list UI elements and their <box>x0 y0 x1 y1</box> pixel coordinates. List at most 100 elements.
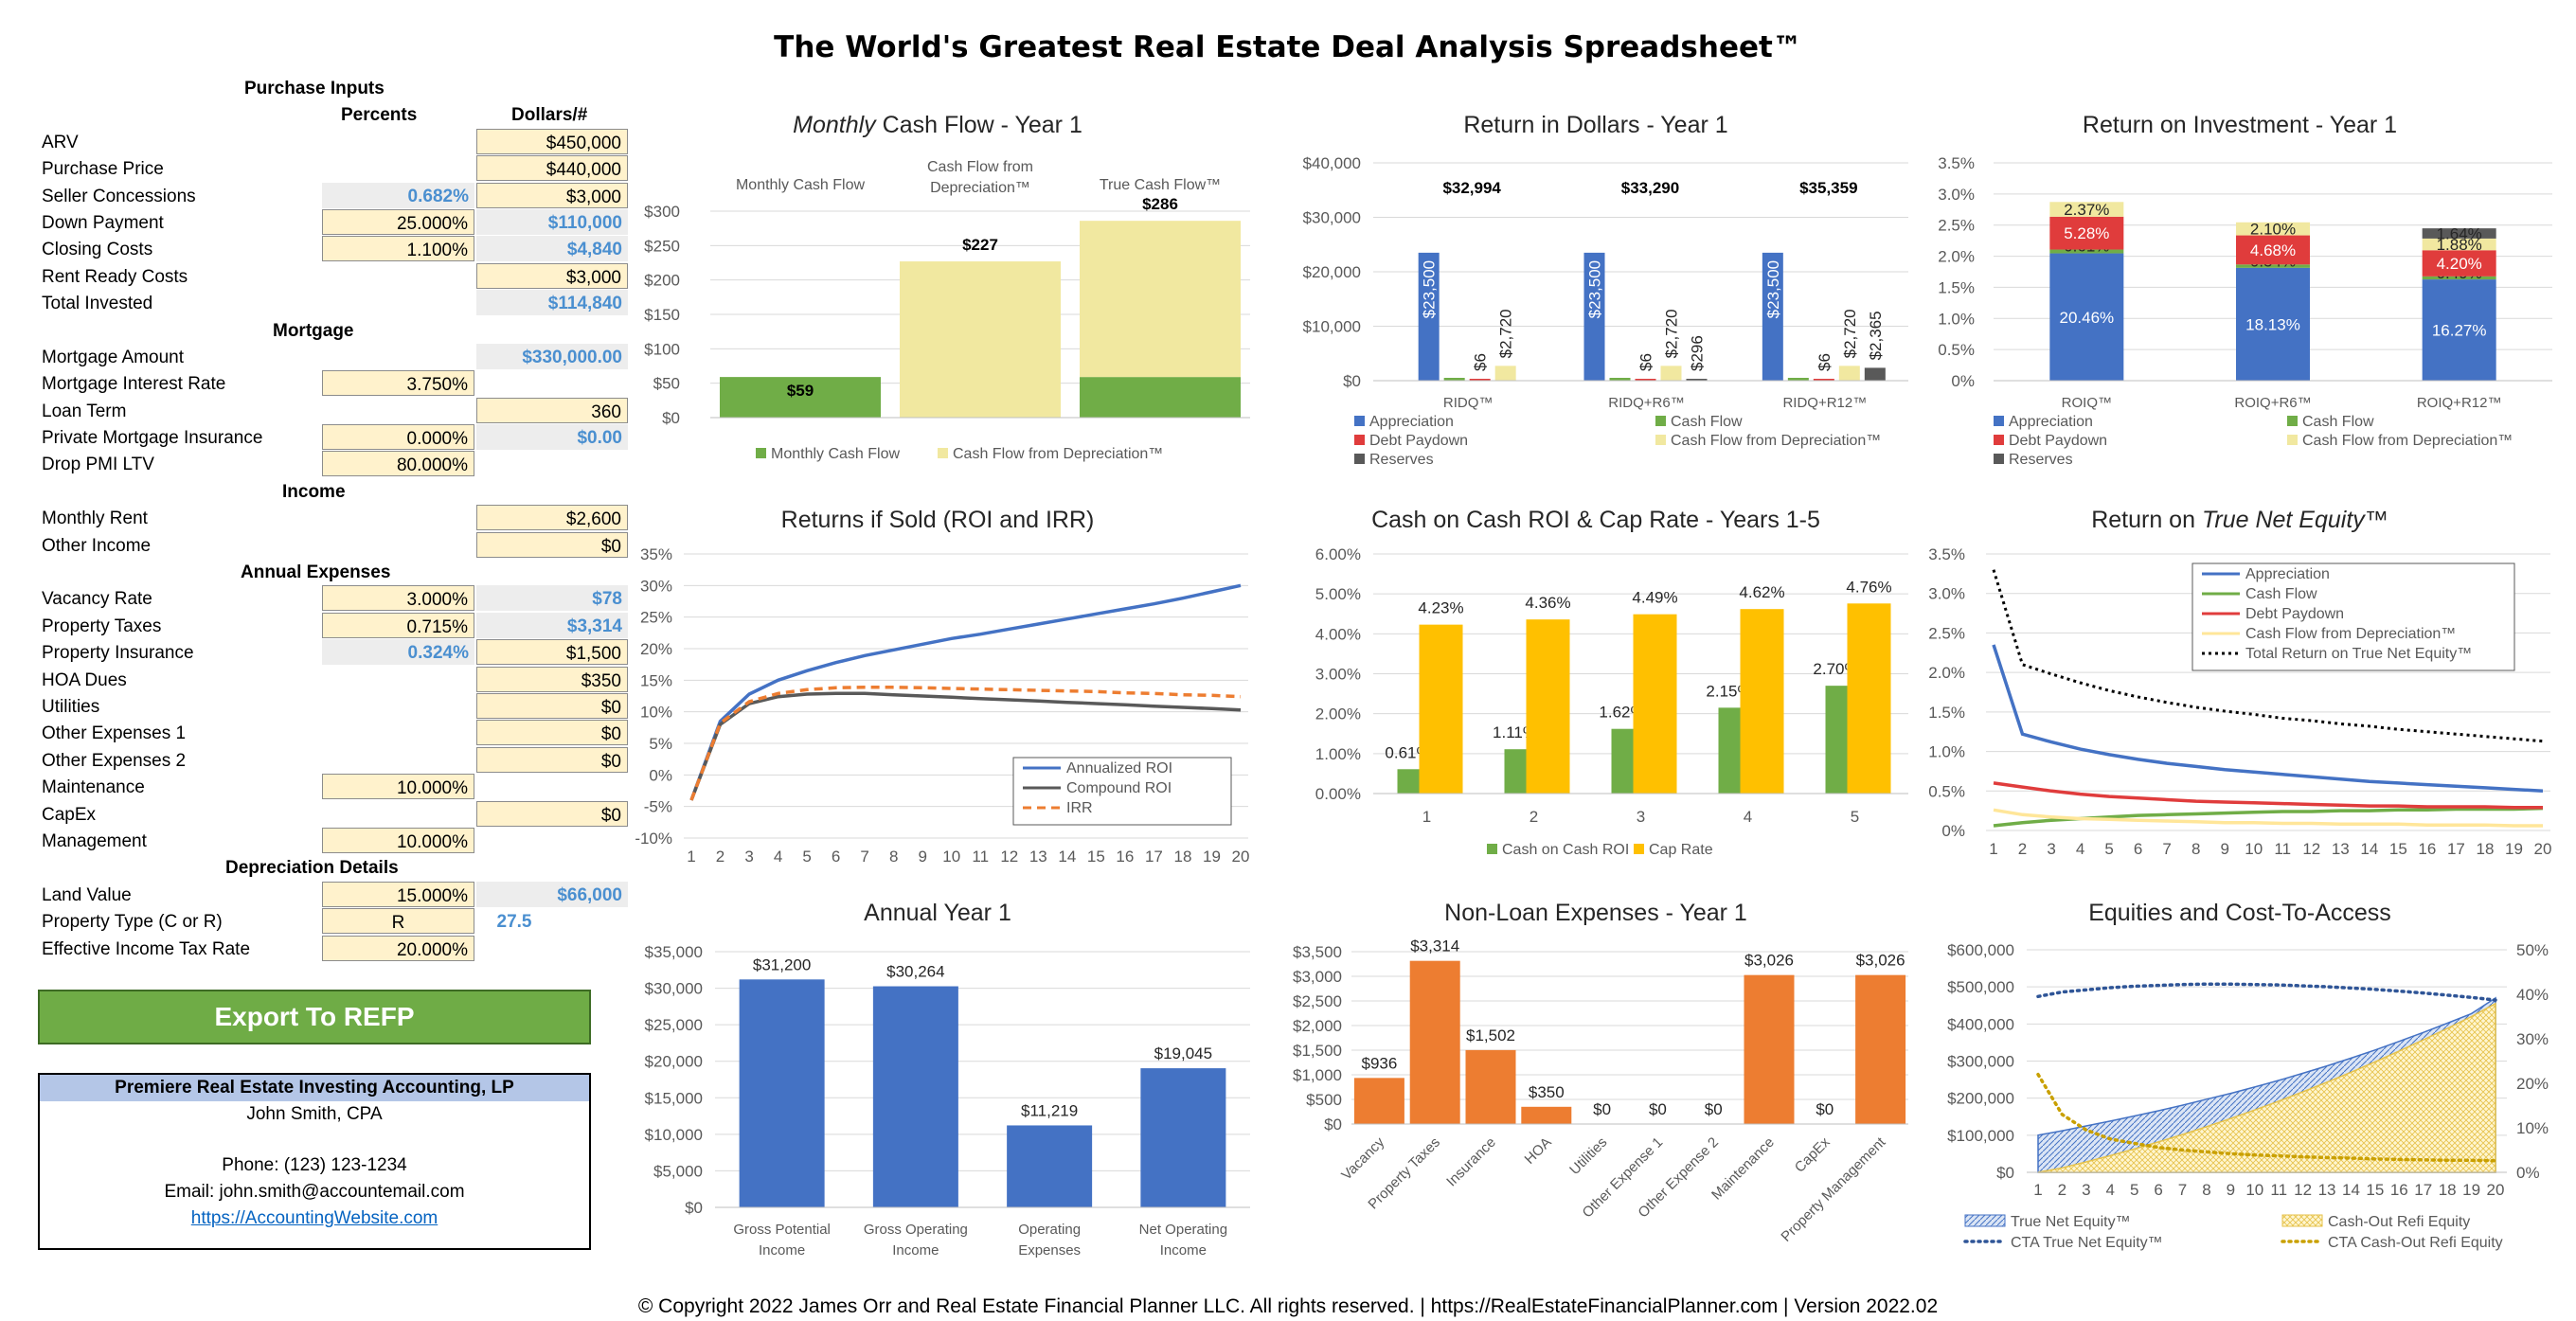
hoa-input[interactable]: $350 <box>476 666 628 692</box>
row-vacancy: Vacancy Rate 3.000% $78 <box>38 584 628 612</box>
pmi-percent-input[interactable]: 0.000% <box>322 424 474 451</box>
column-header-row: Percents Dollars/# <box>38 100 591 127</box>
x-tick-label: 6 <box>2154 1181 2162 1199</box>
y-tick-label: $300,000 <box>1947 1053 2014 1071</box>
legend-label: Cap Rate <box>1649 842 1713 858</box>
bar-value-label: 4.23% <box>1418 599 1463 617</box>
y-tick-label: $150 <box>644 306 680 324</box>
loan-term-input[interactable]: 360 <box>476 397 628 423</box>
property-insurance-label: Property Insurance <box>42 643 194 664</box>
pmi-dollars: $0.00 <box>476 424 628 451</box>
x-tick-label: RIDQ+R12™ <box>1782 395 1867 411</box>
y-tick-label: 0.5% <box>1938 341 1975 359</box>
contact-phone: Phone: (123) 123-1234 <box>222 1155 407 1175</box>
section-header-mortgage: Mortgage <box>273 320 354 341</box>
legend-label: Debt Paydown <box>2009 433 2107 449</box>
x-tick-label: 10 <box>942 848 960 866</box>
other-exp-2-input[interactable]: $0 <box>476 746 628 773</box>
property-taxes-percent-input[interactable]: 0.715% <box>322 612 474 638</box>
x-tick-label: Income <box>892 1242 939 1259</box>
bar-value-label: $227 <box>962 236 998 254</box>
bar-value-label: $1,502 <box>1466 1026 1515 1044</box>
y-tick-label: 0.00% <box>1315 785 1361 803</box>
bar-value-label: $286 <box>1142 195 1178 213</box>
legend-label: Cash Flow <box>2302 414 2374 430</box>
interest-rate-input[interactable]: 3.750% <box>322 370 474 397</box>
monthly-rent-input[interactable]: $2,600 <box>476 505 628 531</box>
y-tick-label: 2.0% <box>1928 664 1965 682</box>
y-tick-label: 0% <box>1941 822 1965 840</box>
legend-swatch <box>1964 1214 2006 1227</box>
x-tick-label: Net Operating <box>1139 1222 1227 1238</box>
property-insurance-input[interactable]: $1,500 <box>476 639 628 666</box>
y-tick-label: $10,000 <box>1303 318 1361 336</box>
bar-green <box>1609 378 1631 381</box>
x-tick-label: Insurance <box>1443 1134 1499 1190</box>
contact-website-link[interactable]: https://AccountingWebsite.com <box>190 1208 438 1228</box>
bar-value-label: $2,720 <box>1663 309 1681 358</box>
row-pmi: Private Mortgage Insurance 0.000% $0.00 <box>38 423 628 451</box>
row-arv: ARV $450,000 <box>38 128 628 154</box>
maintenance-percent-input[interactable]: 10.000% <box>322 774 474 800</box>
capex-input[interactable]: $0 <box>476 800 628 827</box>
management-percent-input[interactable]: 10.000% <box>322 827 474 853</box>
chart-title: Cash on Cash ROI & Cap Rate - Years 1-5 <box>1371 507 1820 533</box>
bar <box>1353 1078 1404 1124</box>
x-tick-label: 18 <box>1173 848 1191 866</box>
area-cash-out-refi <box>2037 1002 2496 1173</box>
y-tick-label: $2,500 <box>1293 992 1342 1010</box>
chart-true-net-equity-svg: Return on True Net Equity™ 0% 0.5% 1.0% 1.5%… <box>1928 507 2551 858</box>
property-taxes-dollars: $3,314 <box>476 612 628 638</box>
legend-label: Cash Flow <box>1671 414 1743 430</box>
legend-swatch <box>1994 454 2004 464</box>
utilities-input[interactable]: $0 <box>476 692 628 719</box>
row-management: Management 10.000% <box>38 827 591 853</box>
x-tick-label: RIDQ™ <box>1443 395 1494 411</box>
closing-costs-percent-input[interactable]: 1.100% <box>322 236 474 262</box>
x-tick-label: 4 <box>774 848 782 866</box>
x-tick-label: 17 <box>1145 848 1163 866</box>
segment-value-label: 20.46% <box>2059 309 2114 327</box>
export-to-refp-button[interactable]: Export To REFP <box>38 990 591 1044</box>
rent-ready-input[interactable]: $3,000 <box>476 262 628 289</box>
land-value-percent-input[interactable]: 15.000% <box>322 881 474 907</box>
bar-value-label: $296 <box>1689 335 1707 371</box>
property-type-input[interactable]: R <box>322 908 474 935</box>
legend-swatch <box>1354 416 1365 426</box>
bar-value-label: $0 <box>1593 1100 1611 1118</box>
legend-label: Cash-Out Refi Equity <box>2328 1214 2470 1230</box>
vacancy-percent-input[interactable]: 3.000% <box>322 585 474 612</box>
copyright-footer: © Copyright 2022 James Orr and Real Esta… <box>637 1295 1939 1317</box>
legend-label: Total Return on True Net Equity™ <box>2245 646 2472 662</box>
depreciation-years: 27.5 <box>496 912 532 933</box>
arv-input[interactable]: $450,000 <box>476 128 628 154</box>
row-mortgage-amount: Mortgage Amount $330,000.00 <box>38 343 628 369</box>
seller-concessions-input[interactable]: $3,000 <box>476 182 628 208</box>
y-tick-label: 1.5% <box>1928 704 1965 722</box>
x-tick-label: 3 <box>2047 840 2055 858</box>
x-tick-label: 1 <box>687 848 695 866</box>
other-income-input[interactable]: $0 <box>476 531 628 558</box>
y-tick-label: $10,000 <box>645 1126 703 1144</box>
chart-return-in-dollars: Return in Dollars - Year 1 $0 $10,000 $20,0… <box>1274 102 1918 486</box>
bar <box>739 979 825 1207</box>
y-tick-label: 6.00% <box>1315 545 1361 563</box>
drop-pmi-input[interactable]: 80.000% <box>322 451 474 477</box>
other-exp-1-input[interactable]: $0 <box>476 720 628 746</box>
stack-segment-green <box>2422 276 2496 280</box>
row-maintenance: Maintenance 10.000% <box>38 773 591 800</box>
y-tick-label: $100,000 <box>1947 1127 2014 1145</box>
x-tick-label: 7 <box>2178 1181 2187 1199</box>
x-tick-label: Property Management <box>1778 1134 1889 1245</box>
bar-value-label: $0 <box>1649 1100 1667 1118</box>
stack-segment-blue <box>2049 253 2124 381</box>
purchase-price-input[interactable]: $440,000 <box>476 155 628 182</box>
chart-coc-cap-rate-svg: Cash on Cash ROI & Cap Rate - Years 1-5 0… <box>1315 507 1908 858</box>
x-tick-label: 17 <box>2414 1181 2432 1199</box>
tax-rate-input[interactable]: 20.000% <box>322 935 474 961</box>
land-value-dollars: $66,000 <box>476 881 628 907</box>
down-payment-percent-input[interactable]: 25.000% <box>322 208 474 235</box>
bar-green <box>1504 749 1527 794</box>
segment-value-label: 1.88% <box>2437 236 2482 254</box>
x-tick-label: 5 <box>2130 1181 2138 1199</box>
